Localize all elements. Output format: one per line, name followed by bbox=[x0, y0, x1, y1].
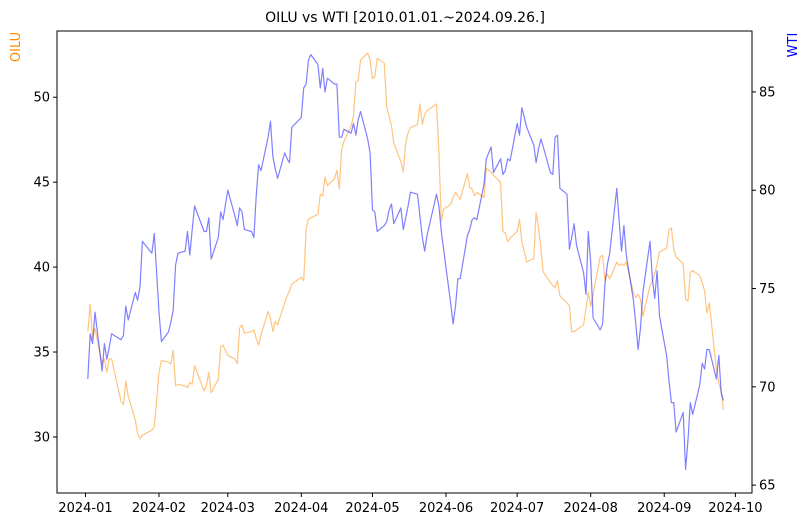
series-line-wti bbox=[87, 53, 725, 470]
y-left-tick-label: 40 bbox=[33, 261, 50, 276]
plot-area: 2024-01 2024-02 2024-03 2024-04 2024-05 2024-… bbox=[33, 30, 776, 516]
y-right-tick-label: 65 bbox=[759, 479, 776, 494]
x-tick-label: 2024-02 bbox=[132, 501, 186, 516]
x-tick-label: 2024-05 bbox=[345, 501, 399, 516]
x-tick-label: 2024-09 bbox=[637, 501, 691, 516]
x-tick-label: 2024-01 bbox=[58, 501, 112, 516]
y-left-tick-label: 30 bbox=[33, 430, 50, 445]
x-tick-label: 2024-04 bbox=[274, 501, 328, 516]
chart-title: OILU vs WTI [2010.01.01.~2024.09.26.] bbox=[265, 10, 545, 26]
x-tick-label: 2024-07 bbox=[490, 501, 544, 516]
x-tick-label: 2024-08 bbox=[564, 501, 618, 516]
x-tick-label: 2024-10 bbox=[708, 501, 762, 516]
y-left-tick-label: 35 bbox=[33, 346, 50, 361]
y-left-tick-label: 45 bbox=[33, 176, 50, 191]
y-right-tick-label: 85 bbox=[759, 85, 776, 100]
y-right-tick-label: 75 bbox=[759, 282, 776, 297]
x-tick-label: 2024-06 bbox=[419, 501, 473, 516]
plot-frame bbox=[56, 30, 753, 494]
x-tick-label: 2024-03 bbox=[201, 501, 255, 516]
y-right-tick-label: 80 bbox=[759, 184, 776, 199]
y-left-axis-label: OILU bbox=[9, 32, 24, 62]
y-right-tick-label: 70 bbox=[759, 380, 776, 395]
y-left-tick-label: 50 bbox=[33, 91, 50, 106]
series-line-oilu bbox=[87, 52, 725, 440]
y-right-axis-label: WTI bbox=[786, 33, 801, 58]
